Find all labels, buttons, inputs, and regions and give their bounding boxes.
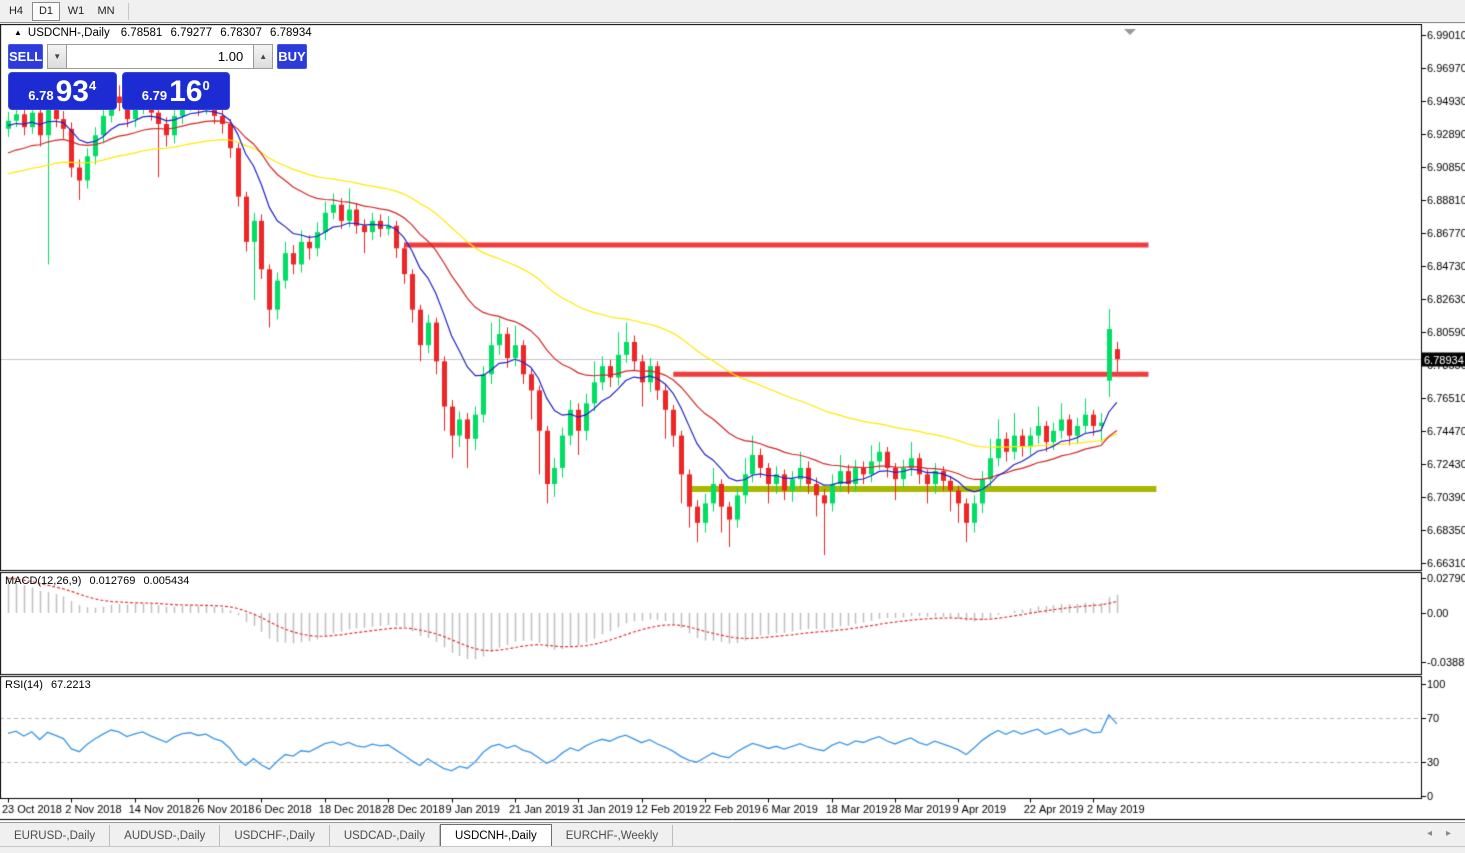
quote-high: 6.79277 [170,27,213,39]
timeframe-button-d1[interactable]: D1 [32,1,60,21]
chart-quote-header: ▲ USDCNH-,Daily 6.78581 6.79277 6.78307 … [14,27,312,39]
macd-pane-label: MACD(12,26,9) 0.012769 0.005434 [5,575,189,587]
tab-usdcad-daily[interactable]: USDCAD-,Daily [330,825,440,846]
one-click-trade-panel: SELL ▼ ▲ BUY 6.78 93 4 6.79 16 0 [8,44,307,110]
tab-eurusd-daily[interactable]: EURUSD-,Daily [0,825,111,846]
tab-scroll-right-icon[interactable]: ▸ [1445,828,1451,839]
rsi-pane-label: RSI(14) 67.2213 [5,679,91,691]
symbol-marker-icon: ▲ [14,27,22,37]
quote-ohlc: 6.78581 6.79277 6.78307 6.78934 [116,27,312,39]
timeframe-toolbar: H4 D1 W1 MN [0,0,1465,23]
toolbar-separator [128,2,129,20]
buy-price-sup: 0 [202,78,210,93]
status-strip [0,846,1465,853]
buy-price-box[interactable]: 6.79 16 0 [121,72,230,110]
sell-price-small: 6.78 [28,88,54,103]
timeframe-button-h4[interactable]: H4 [8,5,24,17]
rsi-value: 67.2213 [50,679,91,691]
volume-input[interactable] [67,44,254,69]
macd-main-value: 0.012769 [89,575,136,587]
chevron-down-icon: ▼ [53,52,62,61]
volume-decrease-button[interactable]: ▼ [47,44,68,69]
quote-close: 6.78934 [270,27,312,39]
tab-audusd-daily[interactable]: AUDUSD-,Daily [110,825,221,846]
symbol-period-label: USDCNH-,Daily [27,27,110,39]
sell-price-box[interactable]: 6.78 93 4 [8,72,117,110]
chart-tab-bar: EURUSD-,Daily AUDUSD-,Daily USDCHF-,Dail… [0,822,1465,846]
chevron-up-icon: ▲ [259,52,268,61]
tab-scroll-left-icon[interactable]: ◂ [1426,828,1432,839]
quote-low: 6.78307 [220,27,262,39]
sell-price-big: 93 [55,75,89,108]
price-chart[interactable] [0,24,1465,822]
tab-usdcnh-daily[interactable]: USDCNH-,Daily [439,824,552,846]
sell-price-sup: 4 [88,78,97,93]
timeframe-button-w1[interactable]: W1 [67,5,85,17]
buy-price-small: 6.79 [141,88,168,103]
timeframe-button-mn[interactable]: MN [97,5,115,17]
tab-usdchf-daily[interactable]: USDCHF-,Daily [220,825,330,846]
quote-open: 6.78581 [120,27,163,39]
macd-signal-value: 0.005434 [143,575,190,587]
tab-eurchf-weekly[interactable]: EURCHF-,Weekly [552,825,674,846]
sell-button[interactable]: SELL [8,44,44,69]
macd-title: MACD(12,26,9) [5,575,82,587]
buy-button[interactable]: BUY [277,44,307,69]
rsi-title: RSI(14) [5,679,43,691]
volume-increase-button[interactable]: ▲ [253,44,274,69]
buy-price-big: 16 [169,75,203,108]
